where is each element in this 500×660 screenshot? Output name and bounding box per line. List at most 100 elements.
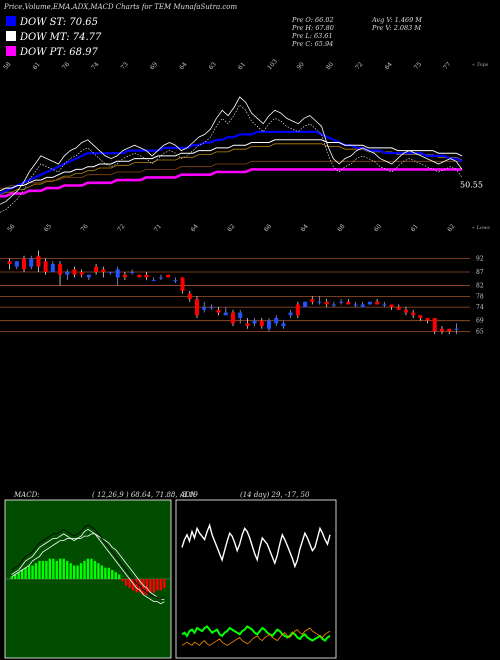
price-level-label: 78: [476, 293, 484, 300]
tops-tick-label: 90: [296, 61, 306, 71]
macd-histogram-bar: [104, 567, 107, 579]
lows-tick-label: 71: [153, 223, 163, 233]
price-level-label: 92: [476, 256, 484, 263]
price-level-label: 65: [476, 328, 484, 335]
lows-tick-label: 64: [190, 223, 200, 233]
ema-series-line: [0, 130, 463, 195]
macd-histogram-bar: [93, 560, 97, 579]
stat-prev-high: Pre H: 67.80: [292, 24, 334, 32]
candle-body: [231, 312, 235, 324]
price-level-label: 82: [476, 283, 484, 290]
legend-dow-pt: DOW PT: 68.97: [6, 46, 98, 58]
candle-body: [58, 263, 63, 275]
candle-body: [245, 323, 250, 327]
lows-tick-label: 64: [300, 223, 310, 233]
candle-body: [432, 317, 437, 332]
candle-body: [267, 320, 272, 329]
candle-body: [367, 301, 372, 305]
macd-histogram-bar: [107, 567, 110, 579]
tops-tick-label: 64: [178, 61, 188, 71]
macd-histogram-bar: [145, 579, 149, 595]
macd-histogram-bar: [135, 579, 138, 593]
tops-tick-label: 80: [325, 61, 335, 71]
legend-dow-pt-label: DOW PT: 68.97: [20, 47, 98, 58]
candle-body: [425, 317, 430, 321]
edge-tops-label: « Tops: [472, 62, 489, 68]
candle-body: [65, 272, 70, 275]
tops-tick-label: 76: [61, 61, 71, 71]
macd-signal-line: [11, 533, 165, 600]
candle-body: [331, 304, 336, 306]
tops-tick-label: 63: [208, 61, 218, 71]
candle-body: [310, 299, 315, 302]
macd-histogram-bar: [20, 569, 24, 579]
candle-body: [403, 309, 408, 313]
tops-tick-label: 73: [120, 61, 130, 71]
edge-lows-label: « Lows: [472, 225, 490, 231]
candle-body: [137, 274, 142, 278]
tops-tick-label: 72: [354, 61, 364, 71]
tops-tick-label: 61: [32, 61, 42, 71]
candle-body: [22, 258, 27, 270]
macd-histogram-bar: [156, 579, 159, 591]
candle-body: [50, 263, 55, 273]
candle-body: [339, 301, 344, 303]
macd-histogram-bar: [48, 558, 52, 579]
candle-body: [130, 272, 135, 274]
macd-histogram-bar: [55, 560, 58, 579]
macd-histogram-bar: [34, 563, 38, 579]
macd-line: [11, 528, 165, 605]
candle-body: [346, 301, 351, 305]
macd-histogram-bar: [14, 574, 17, 579]
candle-body: [396, 307, 401, 310]
lows-tick-label: 68: [336, 223, 346, 233]
macd-histogram-bar: [72, 565, 76, 579]
adx-series-line: [181, 627, 331, 646]
tops-tick-label: 61: [237, 61, 247, 71]
macd-histogram-bar: [121, 579, 124, 582]
candle-body: [360, 304, 365, 308]
macd-histogram-bar: [52, 558, 55, 579]
candle-body: [14, 261, 19, 267]
macd-histogram-bar: [111, 569, 114, 579]
macd-histogram-bar: [45, 560, 48, 579]
tops-tick-label: 74: [90, 61, 100, 71]
candle-body: [79, 272, 84, 275]
candle-body: [259, 320, 264, 327]
price-level-label: 69: [476, 318, 484, 325]
candle-body: [29, 258, 34, 267]
candle-body: [317, 301, 322, 303]
candle-body: [281, 323, 286, 327]
candle-body: [447, 328, 452, 332]
candle-body: [411, 312, 416, 316]
adx-shadow-line: [181, 529, 331, 572]
candle-body: [158, 277, 163, 279]
tops-tick-label: 64: [384, 61, 394, 71]
candle-body: [439, 328, 444, 332]
macd-histogram-bar: [41, 560, 45, 579]
macd-histogram-bar: [124, 579, 128, 586]
macd-histogram-bar: [149, 579, 152, 593]
stat-avg-volume: Avg V: 1.469 M: [372, 16, 422, 24]
adx-series-line: [181, 523, 331, 569]
adx-series-line: [181, 625, 331, 642]
macd-histogram-bar: [31, 565, 34, 579]
candle-body: [389, 304, 394, 308]
macd-histogram-bar: [69, 563, 72, 579]
candle-body: [187, 293, 192, 300]
legend-dow-mt: DOW MT: 74.77: [6, 31, 101, 43]
legend-swatch-blue: [6, 16, 16, 26]
candle-body: [295, 304, 300, 316]
candle-body: [252, 320, 257, 324]
tops-tick-label: 58: [2, 61, 12, 71]
legend-swatch-white: [6, 31, 16, 41]
candle-body: [151, 280, 156, 282]
candle-body: [194, 299, 199, 316]
tops-tick-label: 69: [149, 61, 159, 71]
macd-histogram-bar: [76, 565, 79, 579]
macd-histogram-bar: [90, 558, 93, 579]
candle-body: [7, 261, 12, 264]
candle-body: [202, 307, 207, 310]
candle-body: [209, 307, 214, 309]
macd-histogram-bar: [97, 563, 100, 579]
